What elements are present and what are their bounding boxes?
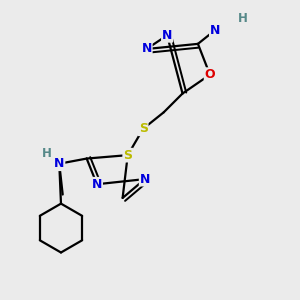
- Text: N: N: [162, 29, 172, 42]
- Text: H: H: [42, 147, 52, 160]
- Text: S: S: [123, 148, 132, 162]
- Text: N: N: [141, 43, 152, 56]
- Text: N: N: [92, 178, 102, 191]
- Text: N: N: [54, 157, 64, 170]
- Text: H: H: [238, 12, 248, 25]
- Text: O: O: [205, 68, 215, 81]
- Text: N: N: [140, 172, 150, 186]
- Text: N: N: [210, 24, 220, 37]
- Text: S: S: [139, 122, 148, 135]
